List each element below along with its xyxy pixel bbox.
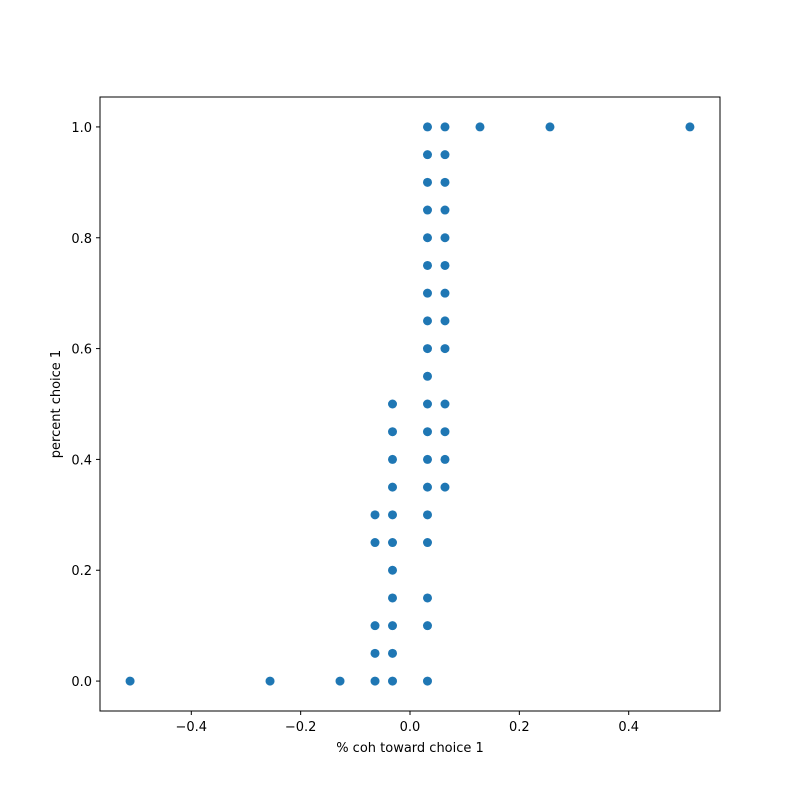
point (422, 344, 432, 354)
point (440, 233, 450, 243)
point (422, 676, 432, 686)
point (422, 260, 432, 270)
y-tick-label: 0.4 (71, 453, 92, 468)
point (440, 427, 450, 437)
point (388, 427, 398, 437)
point (422, 150, 432, 160)
point (422, 371, 432, 381)
x-tick-label: 0.4 (618, 720, 639, 735)
point (422, 538, 432, 548)
point (440, 205, 450, 215)
point (440, 316, 450, 326)
point (388, 565, 398, 575)
point (422, 316, 432, 326)
point (440, 454, 450, 464)
x-tick-label: 0.0 (400, 720, 421, 735)
point (370, 676, 380, 686)
x-axis-label: % coh toward choice 1 (336, 741, 484, 756)
point (422, 621, 432, 631)
point (388, 676, 398, 686)
point (370, 538, 380, 548)
point (545, 122, 555, 132)
point (440, 260, 450, 270)
point (422, 454, 432, 464)
point (440, 150, 450, 160)
x-tick-label: 0.2 (509, 720, 530, 735)
point (475, 122, 485, 132)
y-tick-label: 1.0 (71, 121, 92, 136)
point (422, 399, 432, 409)
y-tick-label: 0.2 (71, 564, 92, 579)
point (370, 510, 380, 520)
point (422, 427, 432, 437)
point (422, 233, 432, 243)
point (125, 676, 135, 686)
point (422, 510, 432, 520)
point (422, 177, 432, 187)
point (422, 205, 432, 215)
plot-frame (99, 96, 721, 712)
x-tick-label: −0.4 (176, 720, 208, 735)
point (440, 288, 450, 298)
point (388, 510, 398, 520)
x-tick-label: −0.2 (285, 720, 317, 735)
point (422, 482, 432, 492)
point (388, 538, 398, 548)
y-tick-label: 0.6 (71, 343, 92, 358)
point (388, 482, 398, 492)
point (440, 399, 450, 409)
point (388, 593, 398, 603)
point (422, 122, 432, 132)
point (335, 676, 345, 686)
point (388, 648, 398, 658)
point (388, 454, 398, 464)
point (422, 288, 432, 298)
point (388, 621, 398, 631)
y-axis-label: percent choice 1 (49, 350, 64, 458)
point (388, 399, 398, 409)
point (370, 621, 380, 631)
point (685, 122, 695, 132)
point (422, 593, 432, 603)
point (265, 676, 275, 686)
point (440, 177, 450, 187)
y-tick-label: 0.8 (71, 232, 92, 247)
point (440, 482, 450, 492)
point (440, 344, 450, 354)
y-tick-label: 0.0 (71, 675, 92, 690)
point (440, 122, 450, 132)
point (370, 648, 380, 658)
